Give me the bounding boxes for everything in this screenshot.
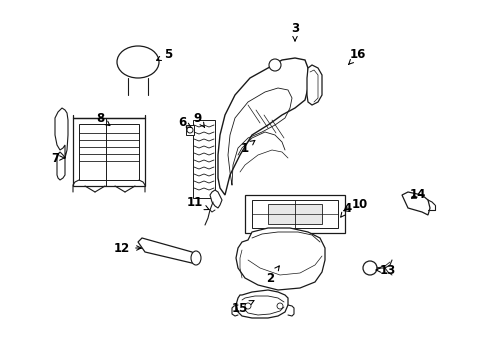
Circle shape [362,261,376,275]
Text: 5: 5 [156,49,172,62]
Text: 6: 6 [178,116,191,129]
Polygon shape [401,192,429,215]
Polygon shape [236,228,325,290]
Polygon shape [55,108,68,180]
Ellipse shape [117,46,159,78]
Polygon shape [306,65,321,105]
Bar [193,120,215,198]
Text: 16: 16 [348,49,366,64]
Polygon shape [209,190,222,208]
Polygon shape [218,58,307,195]
Bar [251,200,337,228]
Text: 8: 8 [96,112,110,126]
Text: 4: 4 [340,202,351,217]
Polygon shape [138,238,200,264]
Bar [79,124,139,180]
Bar [185,125,194,135]
Text: 10: 10 [343,198,367,211]
Bar [73,118,145,186]
Bar [267,204,321,224]
Text: 11: 11 [186,197,208,210]
Circle shape [244,303,250,309]
Text: 15: 15 [231,301,253,315]
Polygon shape [236,290,287,318]
Text: 2: 2 [265,266,279,284]
Text: 9: 9 [193,112,204,127]
Circle shape [186,127,193,133]
Text: 1: 1 [241,140,254,154]
Circle shape [268,59,281,71]
Text: 13: 13 [375,264,395,276]
Text: 7: 7 [51,152,64,165]
Circle shape [276,303,283,309]
Bar [244,195,345,233]
Ellipse shape [191,251,201,265]
Text: 12: 12 [114,242,141,255]
Text: 14: 14 [409,189,426,202]
Text: 3: 3 [290,22,299,41]
